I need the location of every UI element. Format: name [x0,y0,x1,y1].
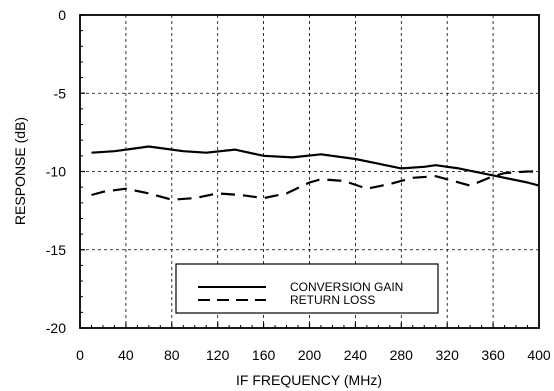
x-axis-title: IF FREQUENCY (MHz) [236,372,382,388]
y-tick-label: -20 [46,320,66,336]
x-tick-label: 200 [298,347,322,363]
y-tick-label: -5 [54,85,67,101]
x-tick-label: 360 [481,347,505,363]
x-tick-label: 40 [118,347,134,363]
y-tick-label: -15 [46,242,66,258]
x-tick-label: 80 [164,347,180,363]
x-tick-label: 320 [436,347,460,363]
series-lines [91,145,540,201]
legend: CONVERSION GAIN RETURN LOSS [175,263,439,314]
x-tick-label: 240 [344,347,368,363]
y-tick-label: -10 [46,164,66,180]
legend-label-conversion-gain: CONVERSION GAIN [290,280,403,294]
x-tick-label: 160 [252,347,276,363]
x-tick-label: 400 [527,347,551,363]
series-line-return-loss [91,170,539,201]
x-tick-label: 120 [206,347,230,363]
series-line-conversion-gain [91,145,540,187]
x-tick-label: 0 [76,347,84,363]
legend-label-return-loss: RETURN LOSS [290,293,375,307]
ticks: 0 40 80 120 160 200 240 280 320 360 400 0 -5 -10 -15 -2… [46,7,551,363]
y-axis-title: RESPONSE (dB) [12,117,28,225]
legend-box [175,263,439,314]
x-tick-label: 280 [390,347,414,363]
y-tick-label: 0 [58,7,66,23]
